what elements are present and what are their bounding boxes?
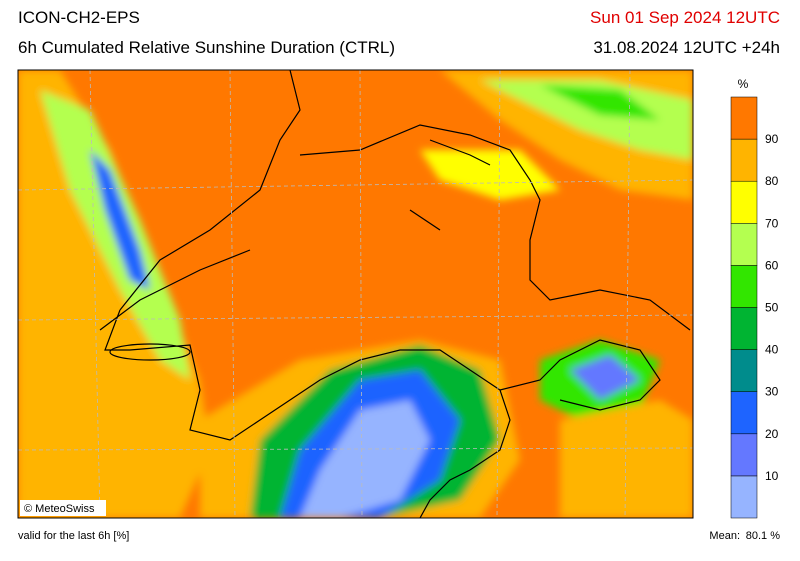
colorbar-bin bbox=[730, 138, 758, 182]
colorbar-tick-label: 80 bbox=[765, 174, 779, 188]
colorbar-tick-label: 90 bbox=[765, 132, 779, 146]
colorbar-bin bbox=[730, 349, 758, 392]
colorbar-tick-label: 30 bbox=[765, 385, 779, 399]
borders bbox=[99, 70, 691, 518]
product-name: 6h Cumulated Relative Sunshine Duration … bbox=[18, 38, 396, 57]
colorbar-bin bbox=[730, 433, 758, 477]
graticule bbox=[18, 70, 693, 518]
map-frame bbox=[17, 69, 694, 519]
copyright-box bbox=[20, 500, 106, 516]
map-field bbox=[18, 70, 693, 518]
colorbar-bin bbox=[730, 391, 758, 435]
colorbar-tick-label: 70 bbox=[765, 216, 779, 230]
mean-value: 80.1 % bbox=[745, 530, 780, 542]
run-time: 31.08.2024 12UTC +24h bbox=[593, 38, 780, 57]
colorbar-tick-label: 20 bbox=[765, 427, 779, 441]
colorbar: 10 20 30 40 50 60 70 80 90 bbox=[730, 96, 779, 519]
mean-label: Mean: bbox=[709, 530, 740, 542]
valid-time: Sun 01 Sep 2024 12UTC bbox=[590, 8, 780, 27]
colorbar-bin bbox=[730, 475, 758, 519]
colorbar-tick-label: 40 bbox=[765, 343, 779, 357]
footer-note: valid for the last 6h [%] bbox=[18, 530, 130, 542]
colorbar-bin bbox=[730, 265, 758, 308]
copyright: © MeteoSwiss bbox=[24, 503, 95, 515]
colorbar-bin bbox=[730, 180, 758, 224]
colorbar-bin bbox=[730, 96, 758, 140]
colorbar-unit: % bbox=[738, 77, 749, 91]
colorbar-bin bbox=[730, 223, 758, 266]
colorbar-bin bbox=[730, 307, 758, 350]
model-name: ICON-CH2-EPS bbox=[18, 8, 140, 27]
colorbar-tick-label: 50 bbox=[765, 301, 779, 315]
colorbar-tick-label: 60 bbox=[765, 258, 779, 272]
colorbar-tick-label: 10 bbox=[765, 469, 779, 483]
